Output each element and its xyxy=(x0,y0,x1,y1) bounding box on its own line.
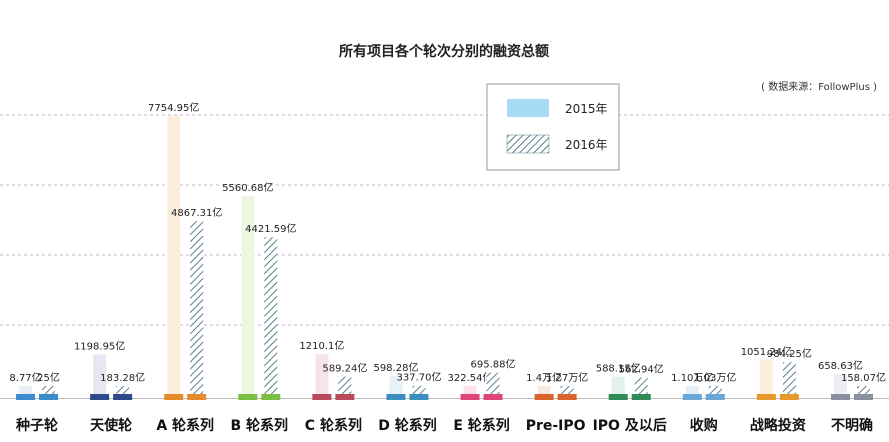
bar-base xyxy=(460,394,480,400)
bar-group: 1210.1亿 589.24亿 C 轮系列 xyxy=(299,339,367,434)
bar-base xyxy=(557,394,577,400)
legend-swatch-2016 xyxy=(506,134,550,154)
bar-2015 xyxy=(315,353,329,398)
value-label: 158.07亿 xyxy=(841,371,886,384)
bar-base xyxy=(261,394,281,400)
legend-label-2016: 2016年 xyxy=(565,138,608,152)
value-label: 658.63亿 xyxy=(818,359,863,372)
data-source: ( 数据来源：FollowPlus ) xyxy=(761,80,877,93)
bar-base xyxy=(853,394,873,400)
value-label: 337.70亿 xyxy=(396,371,441,384)
legend-swatch-2015 xyxy=(507,99,549,117)
value-label: 562.94亿 xyxy=(619,363,664,376)
bar-2016 xyxy=(634,377,648,398)
legend-label-2015: 2015年 xyxy=(565,102,608,116)
bar-2016 xyxy=(486,372,500,398)
bar-base xyxy=(682,394,702,400)
value-label: 1.10万亿 xyxy=(671,371,713,384)
bar-base xyxy=(631,394,651,400)
bar-base xyxy=(238,394,258,400)
category-label: 收购 xyxy=(690,417,718,434)
chart-title: 所有项目各个轮次分别的融资总额 xyxy=(339,43,549,60)
bar-2015 xyxy=(759,359,773,398)
bar-2016 xyxy=(782,362,796,398)
category-label: IPO 及以后 xyxy=(593,417,667,434)
category-label: B 轮系列 xyxy=(231,417,289,434)
legend-box xyxy=(486,83,620,171)
category-label: Pre-IPO xyxy=(526,418,586,434)
category-label: 战略投资 xyxy=(750,417,806,434)
bar-2015 xyxy=(241,195,255,398)
bar-base xyxy=(312,394,332,400)
bar-2015 xyxy=(833,374,847,398)
category-label: A 轮系列 xyxy=(156,417,214,434)
value-label: 1210.1亿 xyxy=(299,339,344,352)
bar-base xyxy=(830,394,850,400)
bar-base xyxy=(113,394,133,400)
bar-2015 xyxy=(93,354,107,398)
category-label: 不明确 xyxy=(831,417,873,434)
value-label: 1.27万亿 xyxy=(546,371,588,384)
value-label: 1.03万亿 xyxy=(694,371,736,384)
value-label: 25亿 xyxy=(37,371,60,384)
bar-base xyxy=(483,394,503,400)
bar-base xyxy=(779,394,799,400)
value-label: 4867.31亿 xyxy=(171,206,222,219)
bar-base xyxy=(386,394,406,400)
value-label: 695.88亿 xyxy=(471,358,516,371)
value-label: 4421.59亿 xyxy=(245,222,296,235)
bar-base xyxy=(705,394,725,400)
bar-base xyxy=(534,394,554,400)
value-label: 8.77亿 xyxy=(9,371,41,384)
category-label: E 轮系列 xyxy=(453,417,509,434)
bar-base xyxy=(608,394,628,400)
gridlines xyxy=(0,114,889,399)
bar-base xyxy=(16,394,36,400)
bar-2015 xyxy=(167,116,181,398)
bar-2015 xyxy=(611,376,625,398)
category-label: D 轮系列 xyxy=(378,417,437,434)
bar-group: 5560.68亿 4421.59亿 B 轮系列 xyxy=(222,181,296,434)
bar-base xyxy=(187,394,207,400)
bar-base xyxy=(409,394,429,400)
bar-base xyxy=(756,394,776,400)
category-label: C 轮系列 xyxy=(305,417,362,434)
value-label: 322.54亿 xyxy=(448,371,493,384)
bar-2016 xyxy=(338,376,352,398)
value-label: 7754.95亿 xyxy=(148,101,199,114)
bar-base xyxy=(90,394,110,400)
value-label: 984.25亿 xyxy=(767,347,812,360)
value-label: 5560.68亿 xyxy=(222,181,273,194)
value-label: 1198.95亿 xyxy=(74,339,125,352)
legend: 2015年 2016年 xyxy=(486,83,620,171)
value-label: 588.15亿 xyxy=(596,362,641,375)
bar-base xyxy=(39,394,59,400)
value-label: 1.4万亿 xyxy=(526,371,562,384)
category-label: 天使轮 xyxy=(90,417,132,434)
bar-2016 xyxy=(264,237,278,398)
value-label: 589.24亿 xyxy=(322,362,367,375)
bar-group: 7754.95亿 4867.31亿 A 轮系列 xyxy=(148,101,222,434)
bar-base xyxy=(335,394,355,400)
value-label: 183.28亿 xyxy=(100,371,145,384)
value-label: 1051.24亿 xyxy=(741,345,792,358)
bar-2016 xyxy=(190,221,204,398)
bar-2015 xyxy=(389,376,403,398)
category-label: 种子轮 xyxy=(15,417,58,434)
value-label: 598.28亿 xyxy=(373,361,418,374)
bar-base xyxy=(164,394,184,400)
